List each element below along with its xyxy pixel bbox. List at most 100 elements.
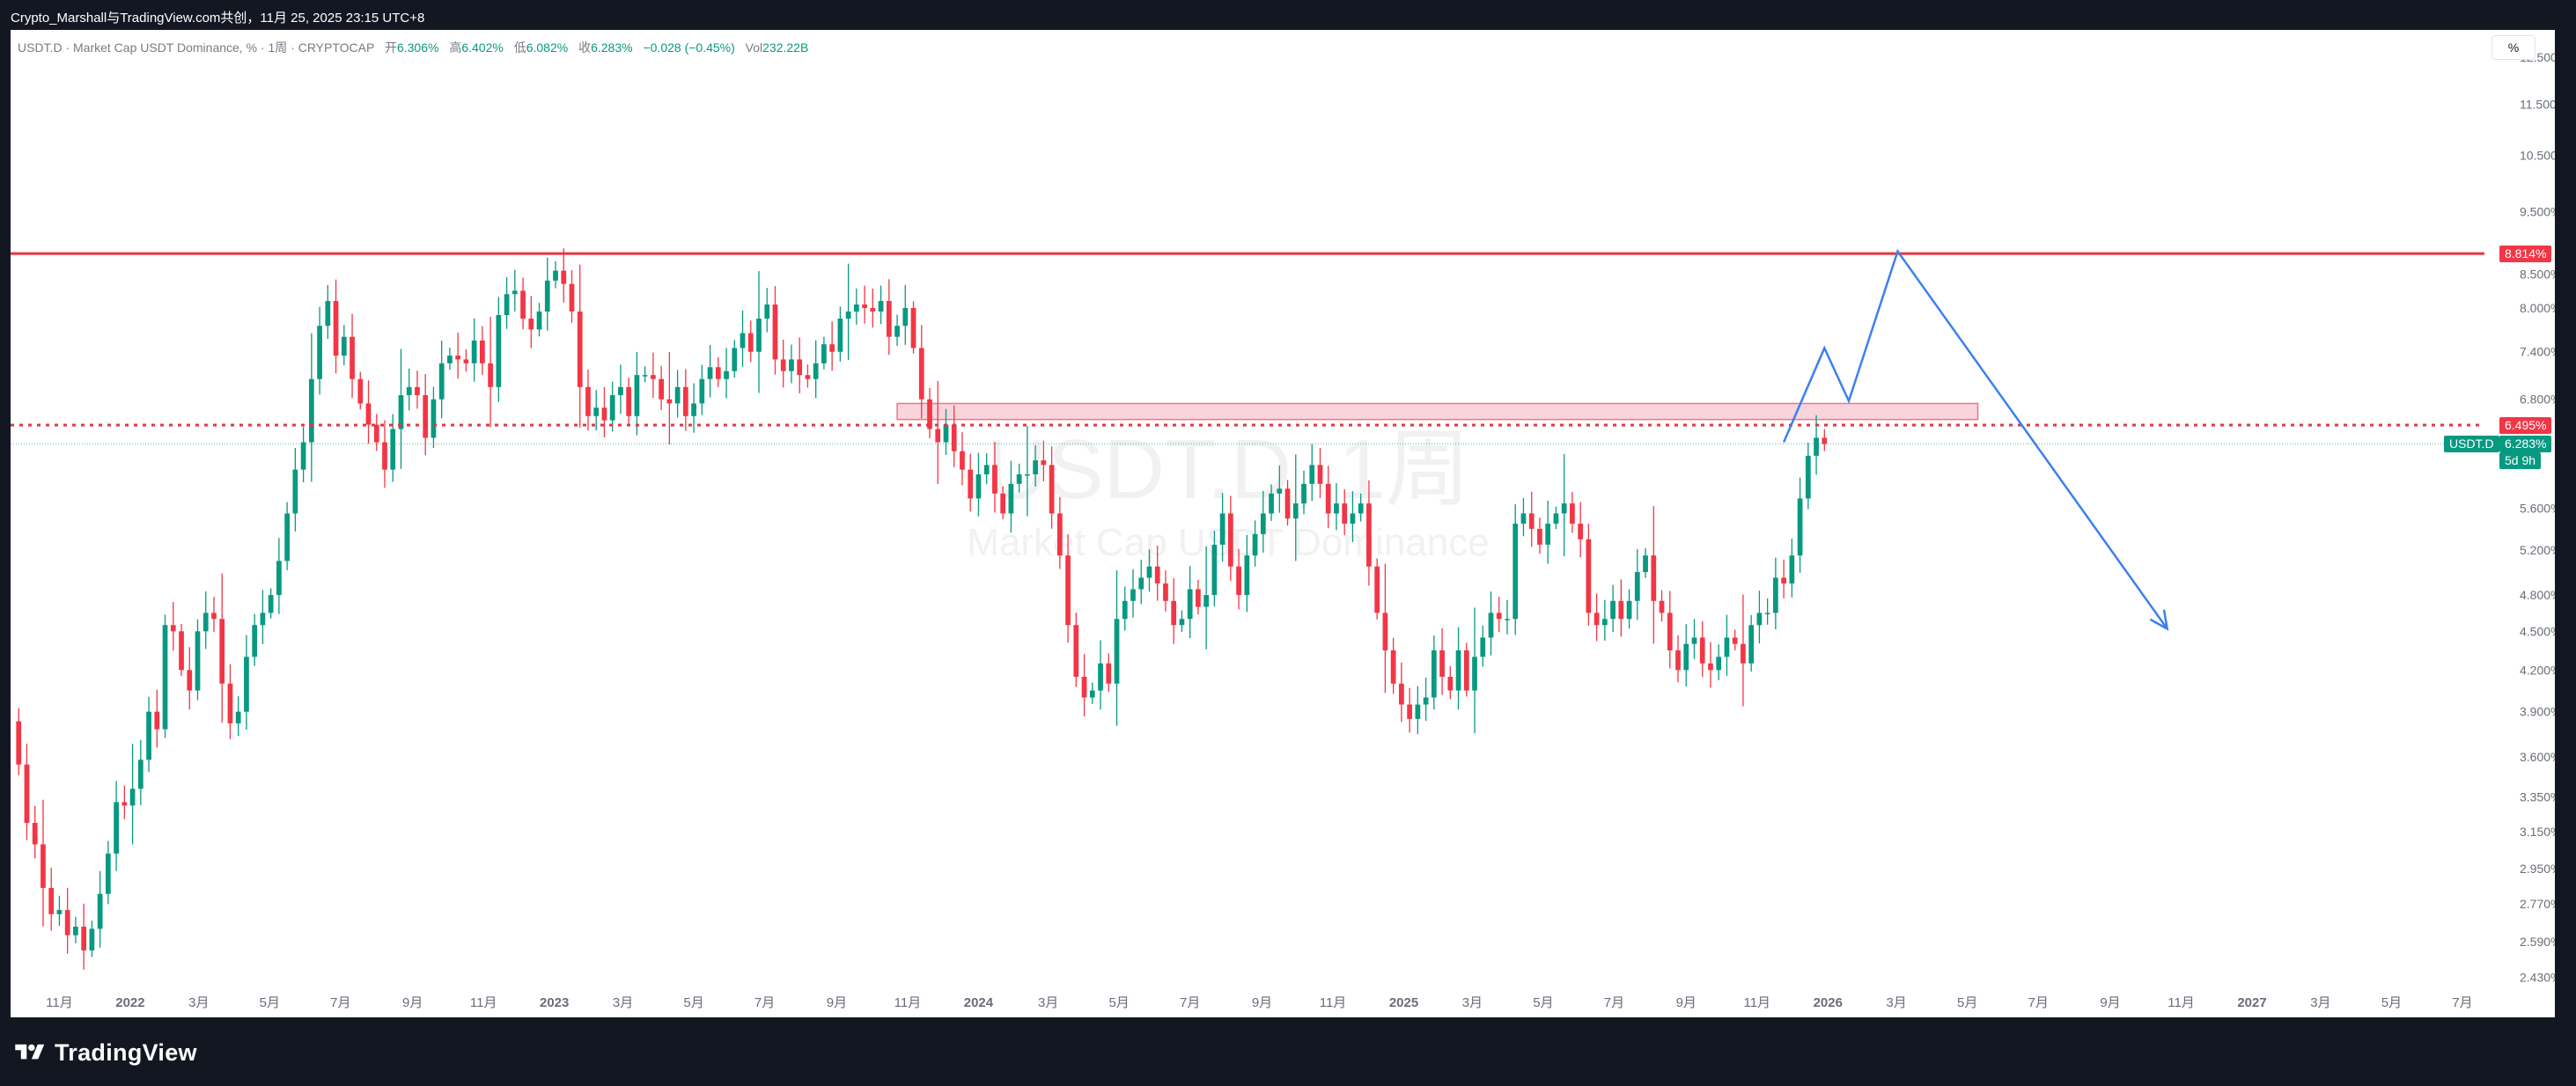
candle	[24, 744, 30, 840]
candle	[276, 538, 282, 614]
candle-body	[772, 304, 778, 360]
legend-close-label: 收	[578, 40, 592, 55]
candle-body	[1317, 465, 1323, 484]
candle-body	[1227, 513, 1233, 567]
candle-body	[137, 759, 144, 789]
chart-pane[interactable]: USDT.D, 1周 Market Cap USDT Dominance 12.…	[11, 30, 2555, 1017]
candle	[1447, 666, 1454, 700]
candle	[1317, 447, 1323, 498]
candle-body	[528, 319, 534, 330]
candle	[1407, 687, 1412, 733]
candle-body	[975, 473, 982, 499]
candle	[960, 432, 965, 486]
snapshot-title: Crypto_Marshall与TradingView.com共创，11月 25…	[11, 11, 425, 26]
candle-body	[512, 290, 518, 295]
time-tick-label: 9月	[1252, 995, 1272, 1010]
candle-body	[870, 307, 876, 312]
candle-body	[1366, 503, 1372, 567]
candle	[1374, 558, 1380, 620]
candle	[666, 352, 673, 444]
axis-unit-button[interactable]: %	[2491, 35, 2536, 60]
projection-path	[1782, 248, 2169, 631]
candle	[1545, 500, 1551, 564]
candle	[821, 336, 827, 370]
candle	[1423, 678, 1429, 722]
time-tick-label: 5月	[1533, 995, 1553, 1010]
candle	[983, 452, 990, 484]
price-tick-label: 8.500%	[2520, 267, 2555, 281]
time-axis[interactable]: 11月 2022 3月 5月 7月 9月 11月 2023 3月 5月 7月 9月 11月 2024 3月 5…	[46, 995, 2472, 1010]
price-tick-label: 3.600%	[2520, 750, 2555, 764]
candle	[333, 279, 339, 374]
top-bar: Crypto_Marshall与TradingView.com共创，11月 25…	[0, 0, 2576, 30]
price-tick-label: 3.350%	[2520, 790, 2555, 804]
candle-body	[1211, 544, 1218, 596]
candle-body	[1179, 619, 1185, 626]
candle-body	[1651, 555, 1657, 601]
candle	[618, 364, 623, 415]
candle	[1520, 497, 1527, 537]
candle-body	[659, 378, 664, 400]
candle-body	[447, 356, 453, 363]
candle-body	[1390, 649, 1396, 684]
candle	[1455, 627, 1461, 710]
candle-body	[252, 625, 258, 657]
candle	[154, 689, 160, 748]
candle	[373, 414, 379, 451]
candle	[968, 453, 974, 512]
price-tick-label: 10.500%	[2520, 148, 2555, 162]
candle	[1741, 594, 1746, 707]
candle-body	[609, 395, 615, 421]
time-tick-label: 7月	[2452, 995, 2472, 1010]
candle-body	[211, 613, 217, 620]
candle	[32, 805, 38, 859]
candle	[81, 903, 87, 970]
candle-body	[179, 631, 184, 671]
candle-body	[520, 290, 526, 319]
candle-body	[32, 822, 38, 845]
candle	[227, 664, 233, 740]
candle-body	[821, 344, 827, 363]
candle-body	[333, 301, 339, 356]
candle-body	[968, 469, 974, 499]
candle-body	[373, 424, 379, 443]
candle-body	[740, 333, 746, 349]
candle-body	[1675, 649, 1681, 671]
legend-open: 6.306%	[396, 40, 439, 55]
candle-body	[1691, 637, 1697, 644]
candle	[682, 369, 688, 431]
candle	[528, 296, 534, 349]
candle	[520, 277, 526, 330]
candle	[504, 276, 510, 329]
candle	[1138, 559, 1144, 605]
candle-body	[16, 721, 22, 765]
price-axis[interactable]: 12.500%11.500%10.500%9.500%8.500%8.000%7…	[2520, 50, 2555, 985]
tradingview-logo[interactable]: TradingView	[12, 1035, 197, 1070]
candle-body	[1455, 649, 1461, 691]
candle-body	[1789, 555, 1795, 583]
candle-body	[268, 595, 274, 613]
candle-body	[260, 613, 266, 626]
candle-body	[1000, 493, 1006, 514]
candle-body	[488, 363, 493, 387]
candle-body	[894, 326, 900, 337]
candle-body	[715, 367, 721, 379]
candle-body	[1545, 524, 1551, 545]
candle-body	[97, 893, 103, 929]
candle-body	[1138, 577, 1144, 590]
legend-vol: 232.22B	[762, 40, 809, 55]
candle	[805, 364, 811, 388]
candle-body	[960, 451, 965, 470]
candle	[789, 344, 794, 384]
candle	[162, 614, 168, 738]
candle	[1488, 591, 1494, 656]
candle	[1390, 637, 1396, 694]
candle	[878, 285, 884, 325]
candle	[382, 420, 387, 488]
candle-body	[845, 311, 851, 319]
legend-low-label: 低	[513, 40, 526, 55]
candle-body	[235, 711, 241, 723]
price-chart[interactable]: USDT.D, 1周 Market Cap USDT Dominance 12.…	[11, 30, 2555, 1017]
candle	[1822, 429, 1828, 451]
candle	[935, 380, 941, 484]
